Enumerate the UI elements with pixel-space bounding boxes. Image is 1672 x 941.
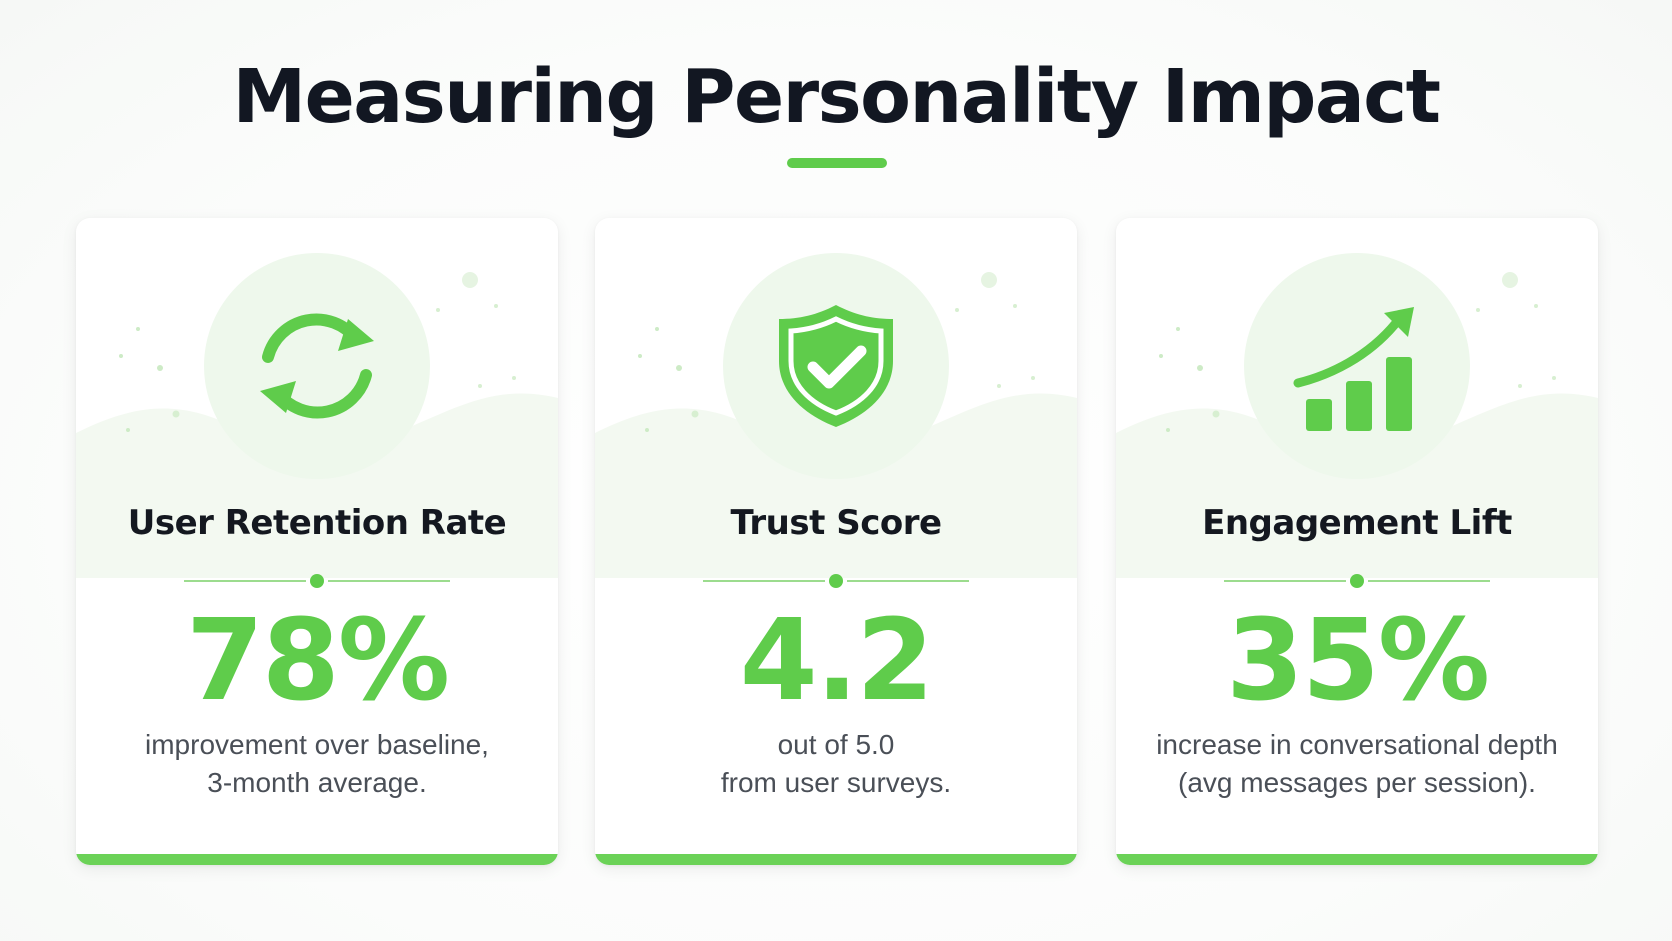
growth-chart-icon [1293,307,1414,431]
background-wave [1116,393,1598,578]
metric-description: out of 5.0 from user surveys. [595,726,1077,802]
shield-check-icon [779,305,893,427]
description-line: out of 5.0 [777,729,895,760]
description-line: increase in conversational depth [1156,729,1558,760]
icon-background-circle [204,253,430,479]
card-bottom-accent [1116,854,1598,865]
divider [703,574,969,588]
refresh-icon [260,313,374,419]
card-bottom-accent [595,854,1077,865]
description-line: from user surveys. [720,767,952,798]
decorative-dots [638,272,1035,432]
metric-value: 78% [185,596,450,726]
metric-description: improvement over baseline, 3-month avera… [76,726,558,802]
metric-card-engagement: Engagement Lift 35% increase in conversa… [1116,218,1598,865]
metric-label: Trust Score [730,503,942,543]
background-wave [76,393,558,578]
divider [184,574,450,588]
decorative-dots [1159,272,1556,432]
page-title: Measuring Personality Impact [232,54,1441,140]
metric-card-retention: User Retention Rate 78% improvement over… [76,218,558,865]
metric-value: 35% [1225,596,1490,726]
metric-description: increase in conversational depth (avg me… [1116,726,1598,802]
description-line: (avg messages per session). [1178,767,1536,798]
metric-value: 4.2 [739,596,934,726]
icon-background-circle [1244,253,1470,479]
description-line: improvement over baseline, [145,729,489,760]
metric-label: Engagement Lift [1202,503,1512,543]
description-line: 3-month average. [207,767,427,798]
divider [1224,574,1490,588]
metric-label: User Retention Rate [127,503,507,543]
title-underline [787,158,887,168]
card-bottom-accent [76,854,558,865]
decorative-dots [119,272,516,432]
background-wave [595,393,1077,578]
metric-card-trust: Trust Score 4.2 out of 5.0 from user sur… [595,218,1077,865]
